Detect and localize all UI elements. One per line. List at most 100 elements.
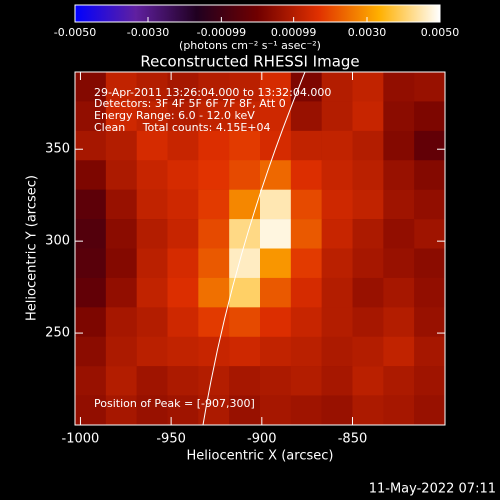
image-cell	[136, 395, 168, 426]
image-cell	[229, 336, 261, 367]
image-cell	[229, 101, 261, 132]
image-cell	[75, 277, 107, 308]
image-cell	[105, 219, 137, 249]
image-cell	[352, 336, 384, 367]
image-cell	[198, 277, 230, 308]
peak-label: Position of Peak = [-907,300]	[94, 397, 255, 410]
image-cell	[290, 72, 322, 102]
image-cell	[352, 307, 384, 338]
image-cell	[260, 160, 292, 190]
image-cell	[167, 277, 199, 308]
image-cell	[290, 101, 322, 132]
image-cell	[414, 130, 446, 161]
x-tick-label: -1000	[62, 432, 100, 447]
image-cell	[352, 395, 384, 426]
image-cell	[260, 248, 292, 279]
image-cell	[136, 248, 168, 279]
image-cell	[414, 72, 446, 102]
image-cell	[75, 130, 107, 161]
image-cell	[414, 336, 446, 367]
colorbar-tick-label: -0.0030	[127, 26, 169, 39]
image-cell	[321, 336, 353, 367]
plot-frame	[74, 71, 446, 426]
image-cell	[136, 277, 168, 308]
annotation: 29-Apr-2011 13:26:04.000 to 13:32:04.000	[94, 86, 331, 99]
image-cell	[105, 307, 137, 338]
image-cell	[105, 277, 137, 308]
image-cell	[167, 130, 199, 161]
image-cell	[75, 307, 107, 338]
image-cell	[260, 72, 292, 102]
image-cell	[260, 395, 292, 426]
image-cell	[198, 101, 230, 132]
image-cell	[321, 189, 353, 220]
x-axis-label: Heliocentric X (arcsec)	[187, 449, 334, 464]
x-tick-label: -900	[247, 432, 277, 447]
image-cell	[383, 277, 415, 308]
image-cell	[290, 130, 322, 161]
image-cell	[321, 395, 353, 426]
image-cell	[198, 72, 230, 102]
image	[75, 72, 446, 426]
colorbar-tick-label: 0.00099	[271, 26, 317, 39]
image-cell	[383, 101, 415, 132]
annotation: Energy Range: 6.0 - 12.0 keV	[94, 109, 255, 122]
image-cell	[105, 72, 137, 102]
image-cell	[198, 160, 230, 190]
y-tick-label: 350	[45, 142, 70, 157]
image-cell	[198, 189, 230, 220]
image-cell	[383, 130, 415, 161]
image-cell	[75, 336, 107, 367]
image-cell	[105, 248, 137, 279]
image-cell	[136, 307, 168, 338]
image-cell	[414, 366, 446, 396]
image-cell	[260, 189, 292, 220]
colorbar-tick-label: -0.00099	[197, 26, 246, 39]
image-cell	[290, 160, 322, 190]
image-cell	[414, 219, 446, 249]
image-cell	[414, 277, 446, 308]
footer-date: 11-May-2022 07:11	[369, 482, 496, 497]
image-cell	[383, 248, 415, 279]
colorbar-tick-label: 0.0050	[421, 26, 460, 39]
image-cell	[414, 101, 446, 132]
x-tick-label: -950	[156, 432, 186, 447]
annotation: Detectors: 3F 4F 5F 6F 7F 8F, Att 0	[94, 97, 286, 110]
image-cell	[136, 101, 168, 132]
image-cell	[414, 160, 446, 190]
colorbar-tick-label: -0.0050	[54, 26, 96, 39]
image-cell	[352, 366, 384, 396]
image-cell	[229, 72, 261, 102]
colorbar-label: (photons cm⁻² s⁻¹ asec⁻²)	[179, 39, 321, 52]
image-cell	[290, 277, 322, 308]
image-cell	[260, 366, 292, 396]
image-cell	[75, 248, 107, 279]
image-cell	[290, 248, 322, 279]
image-cell	[290, 189, 322, 220]
image-cell	[167, 248, 199, 279]
image-cell	[260, 130, 292, 161]
colorbar	[74, 4, 441, 23]
image-cell	[383, 395, 415, 426]
image-cell	[321, 72, 353, 102]
image-cell	[414, 189, 446, 220]
image-cell	[198, 219, 230, 249]
image-cell	[352, 219, 384, 249]
image-cell	[136, 130, 168, 161]
image-cell	[414, 307, 446, 338]
image-cell	[229, 189, 261, 220]
image-cell	[321, 366, 353, 396]
image-cell	[198, 307, 230, 338]
image-cell	[321, 130, 353, 161]
annotation: Clean Total counts: 4.15E+04	[94, 121, 271, 134]
image-cell	[167, 307, 199, 338]
image-cell	[105, 160, 137, 190]
image-cell	[352, 130, 384, 161]
image-cell	[105, 366, 137, 396]
image-cell	[167, 189, 199, 220]
image-cell	[321, 277, 353, 308]
image-cell	[229, 277, 261, 308]
image-cell	[383, 219, 415, 249]
image-cell	[229, 248, 261, 279]
image-cell	[414, 248, 446, 279]
